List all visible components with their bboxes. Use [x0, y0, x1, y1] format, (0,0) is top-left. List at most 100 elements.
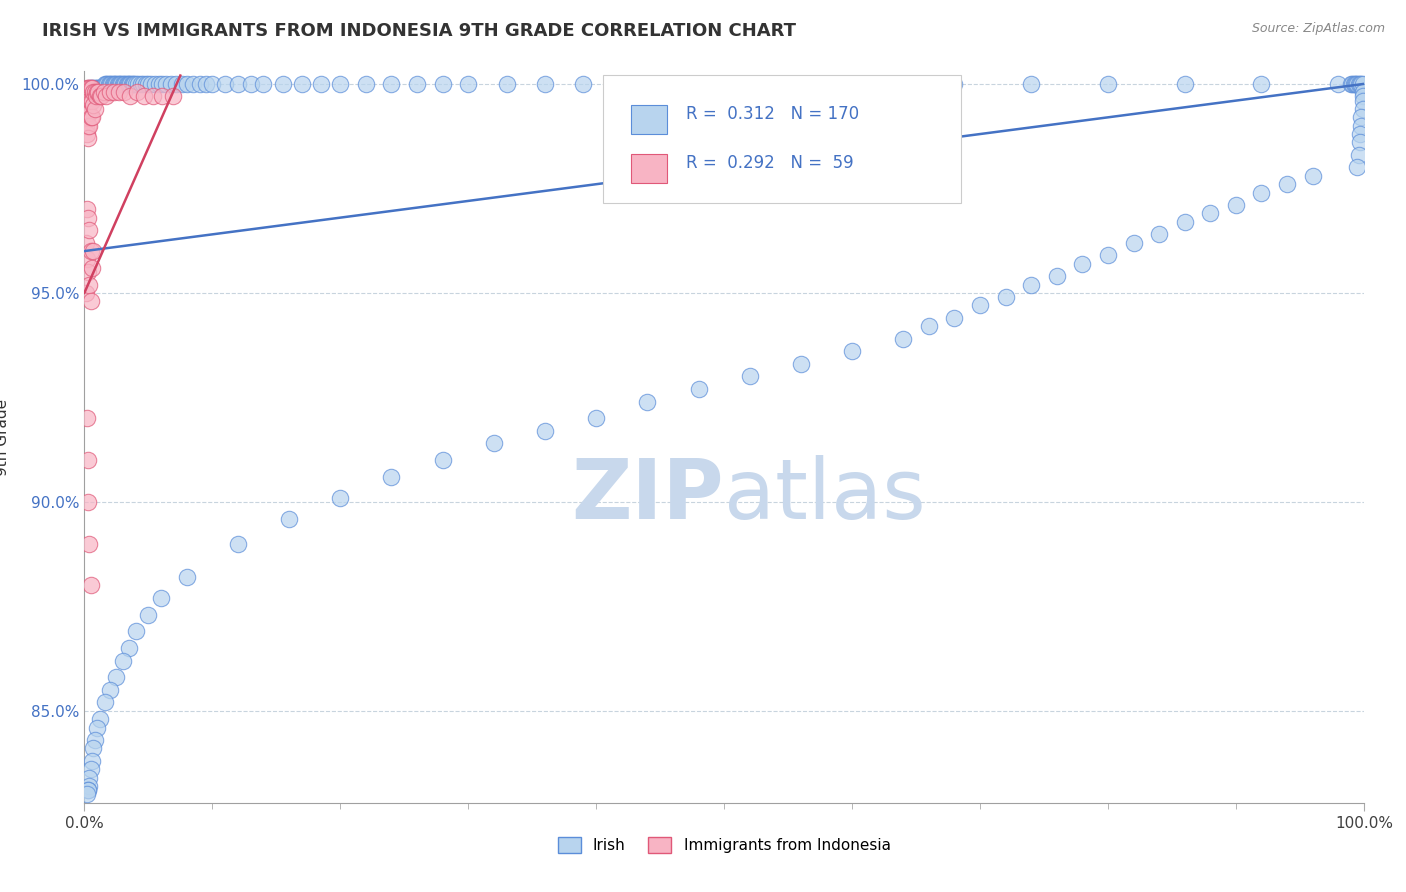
Point	[763, 77, 786, 91]
Point	[1097, 77, 1119, 91]
Point	[1174, 77, 1197, 91]
Point	[138, 77, 160, 91]
Point	[135, 77, 157, 91]
Point	[1347, 77, 1369, 91]
Point	[354, 77, 377, 91]
Point	[291, 77, 314, 91]
Point	[329, 77, 352, 91]
Point	[1327, 77, 1350, 91]
Point	[194, 77, 217, 91]
Point	[77, 783, 100, 797]
Point	[83, 81, 105, 95]
Point	[111, 654, 134, 668]
Point	[1341, 77, 1364, 91]
Point	[1350, 111, 1372, 125]
Point	[918, 319, 941, 334]
Point	[815, 77, 838, 91]
Point	[457, 77, 479, 91]
Point	[117, 77, 139, 91]
Point	[841, 344, 863, 359]
Point	[108, 77, 131, 91]
Text: IRISH VS IMMIGRANTS FROM INDONESIA 9TH GRADE CORRELATION CHART: IRISH VS IMMIGRANTS FROM INDONESIA 9TH G…	[42, 22, 796, 40]
Point	[80, 754, 103, 768]
Point	[114, 77, 136, 91]
Point	[1344, 77, 1367, 91]
Point	[534, 77, 557, 91]
Point	[77, 211, 100, 225]
Point	[76, 106, 98, 120]
Point	[97, 77, 120, 91]
Point	[124, 77, 146, 91]
Point	[98, 682, 121, 697]
Point	[1351, 85, 1374, 99]
Point	[1275, 178, 1298, 192]
Point	[1340, 77, 1362, 91]
Point	[1097, 248, 1119, 262]
Point	[1348, 77, 1371, 91]
Point	[943, 77, 966, 91]
Point	[105, 670, 128, 684]
Point	[1250, 77, 1272, 91]
Point	[239, 77, 262, 91]
Point	[1071, 257, 1094, 271]
Point	[77, 265, 100, 279]
Point	[80, 94, 103, 108]
Point	[76, 788, 98, 802]
Point	[1019, 77, 1042, 91]
Point	[226, 77, 249, 91]
Point	[118, 77, 141, 91]
Point	[127, 77, 149, 91]
Point	[79, 771, 101, 785]
Point	[77, 119, 100, 133]
Point	[181, 77, 204, 91]
Point	[107, 77, 129, 91]
Text: R =  0.292   N =  59: R = 0.292 N = 59	[686, 153, 853, 172]
Point	[134, 89, 156, 103]
Point	[77, 783, 100, 797]
Point	[139, 77, 162, 91]
Point	[713, 77, 735, 91]
Point	[80, 94, 103, 108]
Point	[108, 85, 131, 99]
Point	[86, 85, 108, 99]
Point	[380, 470, 402, 484]
Point	[80, 260, 103, 275]
Point	[790, 357, 813, 371]
Point	[82, 741, 104, 756]
Point	[100, 77, 122, 91]
Point	[1346, 77, 1368, 91]
Point	[1347, 148, 1369, 162]
Point	[76, 127, 98, 141]
Point	[80, 81, 103, 95]
Point	[1147, 227, 1170, 242]
Point	[155, 77, 177, 91]
Point	[79, 779, 101, 793]
Point	[188, 77, 211, 91]
Point	[82, 85, 104, 99]
Point	[142, 89, 165, 103]
Point	[432, 453, 454, 467]
Point	[75, 119, 97, 133]
Point	[1350, 77, 1372, 91]
Point	[112, 85, 135, 99]
Point	[122, 77, 145, 91]
Point	[79, 94, 101, 108]
Point	[1348, 127, 1371, 141]
Point	[93, 85, 115, 99]
Point	[662, 77, 685, 91]
Point	[76, 97, 98, 112]
Point	[84, 81, 107, 95]
Point	[1351, 94, 1374, 108]
Point	[105, 77, 128, 91]
Point	[1302, 169, 1324, 183]
Point	[118, 641, 141, 656]
Point	[138, 607, 160, 622]
Point	[1351, 77, 1374, 91]
Point	[77, 131, 100, 145]
Bar	[631, 105, 666, 134]
Point	[80, 763, 103, 777]
Point	[1346, 161, 1368, 175]
Point	[86, 81, 108, 95]
Point	[80, 94, 103, 108]
Point	[80, 81, 103, 95]
